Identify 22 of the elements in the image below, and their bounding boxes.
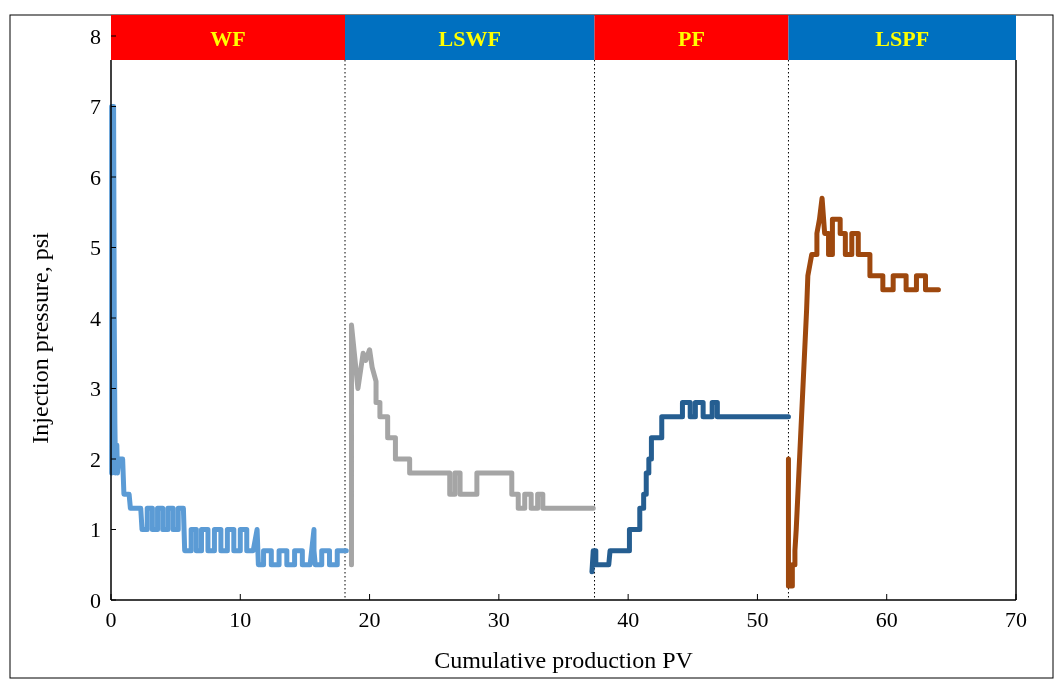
x-tick-label: 50 bbox=[746, 607, 769, 632]
band-label: PF bbox=[678, 25, 705, 51]
y-axis-title: Injection pressure, psi bbox=[27, 232, 53, 444]
x-tick-label: 40 bbox=[617, 607, 640, 632]
y-tick-label: 4 bbox=[90, 305, 101, 331]
band-label: WF bbox=[210, 25, 246, 51]
x-tick-label: 70 bbox=[1005, 607, 1027, 632]
x-tick-label: 10 bbox=[229, 607, 252, 632]
band-label: LSPF bbox=[875, 25, 930, 51]
x-tick-label: 30 bbox=[487, 607, 510, 632]
y-tick-label: 8 bbox=[90, 23, 101, 49]
y-tick-label: 3 bbox=[90, 376, 101, 402]
x-tick-label: 20 bbox=[358, 607, 381, 632]
y-tick-label: 5 bbox=[90, 235, 101, 261]
x-tick-label: 60 bbox=[875, 607, 898, 632]
y-tick-label: 6 bbox=[90, 164, 101, 190]
x-axis-title: Cumulative production PV bbox=[434, 647, 694, 673]
y-tick-label: 1 bbox=[90, 517, 101, 543]
y-tick-label: 2 bbox=[90, 446, 101, 472]
y-tick-label: 0 bbox=[90, 587, 101, 613]
y-tick-label: 7 bbox=[90, 94, 101, 120]
band-label: LSWF bbox=[438, 25, 501, 51]
